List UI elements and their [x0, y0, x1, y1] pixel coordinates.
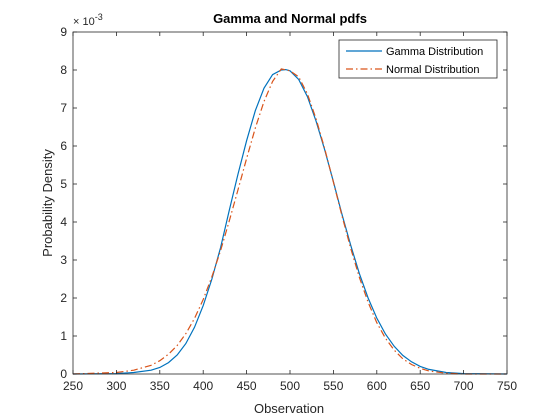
x-tick-label: 650 — [410, 379, 430, 393]
y-exponent-power: -3 — [95, 12, 103, 22]
x-axis-label: Observation — [254, 401, 324, 416]
legend-label-normal: Normal Distribution — [386, 64, 480, 76]
y-tick-label: 8 — [60, 63, 67, 77]
x-tick-label: 500 — [280, 379, 300, 393]
chart-title: Gamma and Normal pdfs — [213, 11, 367, 26]
y-exponent-label: × 10-3 — [73, 12, 103, 28]
x-tick-label: 600 — [367, 379, 387, 393]
x-tick-label: 750 — [497, 379, 517, 393]
series-line-gamma — [72, 68, 508, 375]
x-tick-label: 250 — [63, 379, 83, 393]
legend: Gamma Distribution Normal Distribution — [338, 39, 498, 79]
y-tick-label: 2 — [60, 291, 67, 305]
y-tick-label: 5 — [60, 177, 67, 191]
y-tick-label: 6 — [60, 139, 67, 153]
x-tick-label: 700 — [454, 379, 474, 393]
y-tick-label: 0 — [60, 367, 67, 381]
legend-box — [338, 39, 498, 79]
x-tick-label: 450 — [237, 379, 257, 393]
legend-label-gamma: Gamma Distribution — [386, 46, 483, 58]
y-tick-label: 3 — [60, 253, 67, 267]
axes-background — [73, 32, 507, 374]
series-line-normal — [72, 68, 507, 375]
y-exponent-base: × 10 — [73, 16, 95, 28]
y-axis-label: Probability Density — [40, 149, 55, 257]
x-tick-label: 300 — [106, 379, 126, 393]
x-tick-label: 350 — [150, 379, 170, 393]
x-tick-label: 400 — [193, 379, 213, 393]
y-tick-label: 4 — [60, 215, 67, 229]
x-tick-label: 550 — [323, 379, 343, 393]
y-tick-label: 9 — [60, 25, 67, 39]
plot-area: 250 300 350 400 450 500 550 600 650 700 750 0 1 2 3 4 5 6… — [60, 25, 517, 393]
y-tick-label: 1 — [60, 329, 67, 343]
svg-text:× 10-3: × 10-3 — [73, 12, 103, 28]
y-tick-label: 7 — [60, 101, 67, 115]
